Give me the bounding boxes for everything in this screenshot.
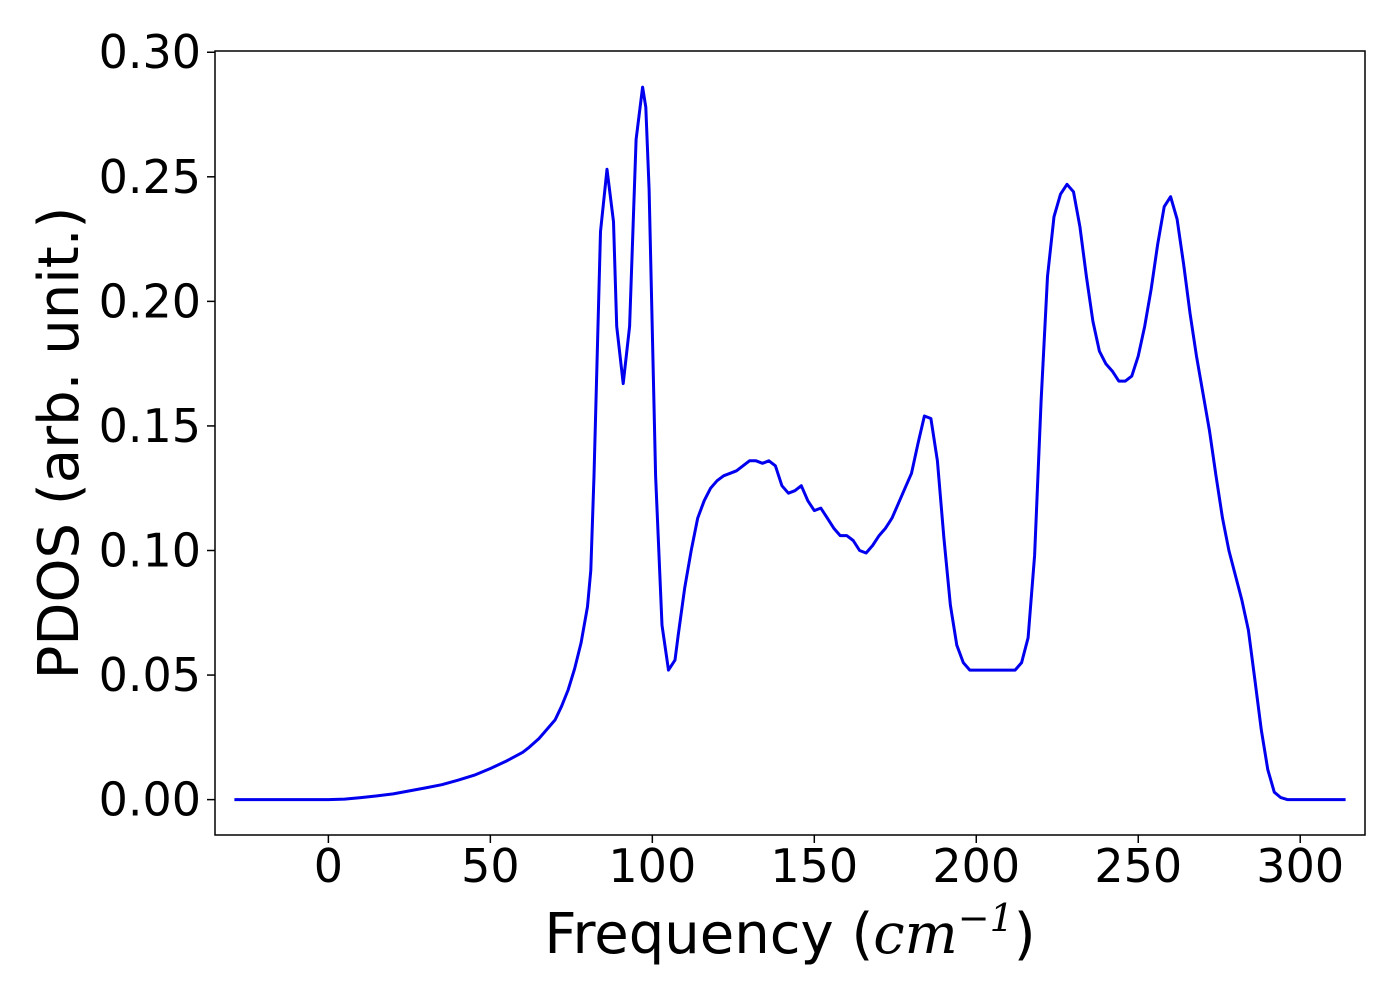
x-tick-label: 100: [608, 839, 696, 893]
x-tick-label: 150: [770, 839, 858, 893]
x-axis-title: Frequency (cm−1): [544, 896, 1035, 967]
y-tick-label: 0.20: [99, 274, 201, 328]
x-axis-unit-open: (: [834, 902, 874, 967]
y-tick-label: 0.10: [99, 523, 201, 577]
x-axis-unit-close: ): [1014, 902, 1036, 967]
plot-frame: [214, 50, 1366, 836]
y-tick-label: 0.25: [99, 150, 201, 204]
x-axis-title-text: Frequency: [544, 902, 833, 967]
x-tick-label: 0: [314, 839, 343, 893]
x-tick-label: 50: [461, 839, 520, 893]
x-axis-ticks: 0 50 100 150 200 250 300: [314, 835, 1344, 893]
pdos-series-line: [234, 85, 1346, 802]
y-tick-label: 0.00: [99, 773, 201, 827]
x-axis-unit-base: cm: [873, 902, 957, 967]
y-tick-label: 0.05: [99, 648, 201, 702]
x-tick-label: 300: [1256, 839, 1344, 893]
y-tick-label: 0.30: [99, 25, 201, 79]
x-axis-unit-exp: −1: [958, 896, 1014, 940]
y-axis-title: PDOS (arb. unit.): [27, 207, 92, 680]
plot-area: [214, 50, 1366, 836]
y-tick-label: 0.15: [99, 399, 201, 453]
y-axis-ticks: 0.00 0.05 0.10 0.15 0.20 0.25 0.30: [99, 25, 215, 827]
x-tick-label: 250: [1094, 839, 1182, 893]
x-tick-label: 200: [932, 839, 1020, 893]
